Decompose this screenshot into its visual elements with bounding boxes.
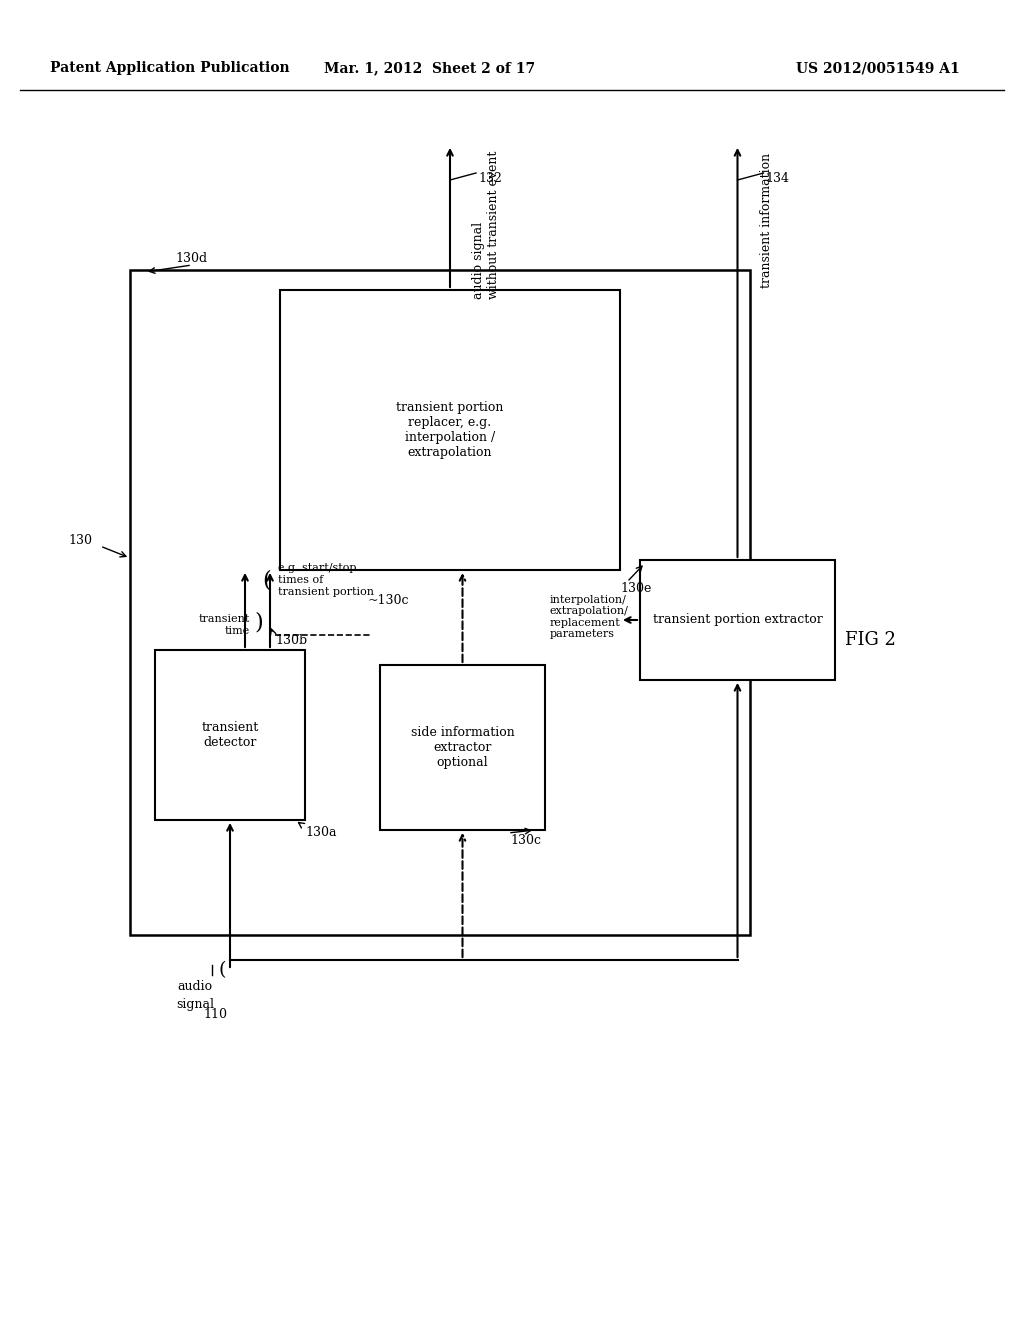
Bar — [280, 290, 620, 570]
Text: transient portion extractor: transient portion extractor — [652, 614, 822, 627]
Bar — [130, 271, 750, 935]
Text: audio signal
without transient event: audio signal without transient event — [472, 150, 500, 300]
Text: transient information: transient information — [760, 152, 772, 288]
Text: 130b: 130b — [275, 634, 307, 647]
Text: 132: 132 — [478, 172, 502, 185]
Text: 134: 134 — [766, 172, 790, 185]
Bar — [640, 560, 835, 680]
Text: interpolation/
extrapolation/
replacement
parameters: interpolation/ extrapolation/ replacemen… — [550, 594, 629, 639]
Bar — [155, 649, 305, 820]
Text: transient
time: transient time — [199, 614, 250, 636]
Text: signal: signal — [176, 998, 214, 1011]
Text: ~130c: ~130c — [368, 594, 410, 606]
Text: Patent Application Publication: Patent Application Publication — [50, 61, 290, 75]
Text: 130d: 130d — [175, 252, 207, 264]
Text: US 2012/0051549 A1: US 2012/0051549 A1 — [797, 61, 961, 75]
Text: ): ) — [254, 612, 263, 634]
Text: audio: audio — [177, 979, 213, 993]
Text: 130e: 130e — [620, 582, 651, 594]
Text: transient
detector: transient detector — [202, 721, 259, 748]
Text: (: ( — [262, 569, 270, 591]
Text: (: ( — [219, 961, 226, 979]
Text: transient portion
replacer, e.g.
interpolation /
extrapolation: transient portion replacer, e.g. interpo… — [396, 401, 504, 459]
Text: side information
extractor
optional: side information extractor optional — [411, 726, 514, 770]
Text: e.g. start/stop
times of
transient portion: e.g. start/stop times of transient porti… — [278, 564, 374, 597]
Bar — [380, 665, 545, 830]
Text: 130c: 130c — [510, 833, 541, 846]
Text: 130: 130 — [68, 533, 92, 546]
Text: FIG 2: FIG 2 — [845, 631, 895, 649]
Text: Mar. 1, 2012  Sheet 2 of 17: Mar. 1, 2012 Sheet 2 of 17 — [325, 61, 536, 75]
Text: 110: 110 — [203, 1008, 227, 1020]
Text: 130a: 130a — [305, 825, 337, 838]
